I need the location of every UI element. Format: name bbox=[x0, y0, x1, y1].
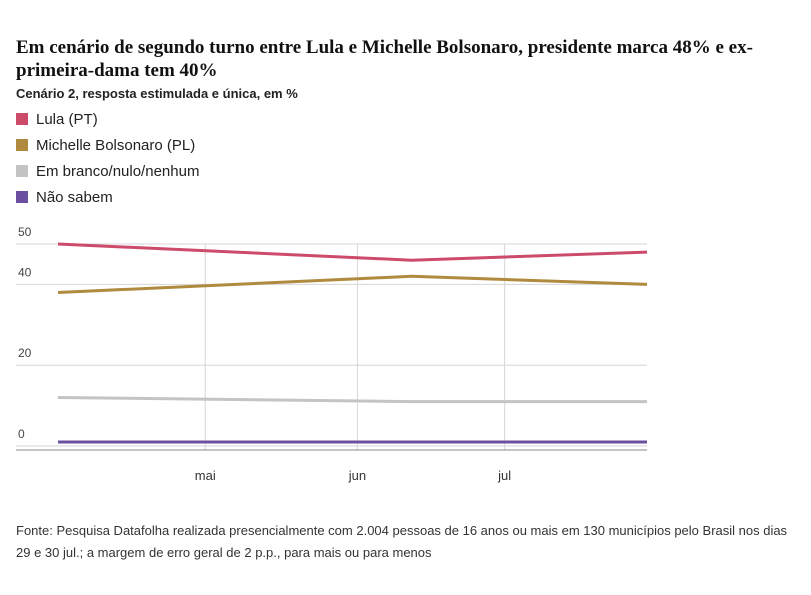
legend-item-nao-sabem: Não sabem bbox=[16, 184, 199, 210]
legend: Lula (PT) Michelle Bolsonaro (PL) Em bra… bbox=[16, 106, 199, 210]
chart-title: Em cenário de segundo turno entre Lula e… bbox=[16, 37, 753, 81]
legend-item-branco: Em branco/nulo/nenhum bbox=[16, 158, 199, 184]
legend-label-lula: Lula (PT) bbox=[36, 110, 98, 128]
legend-swatch-lula bbox=[16, 113, 28, 125]
legend-label-michelle: Michelle Bolsonaro (PL) bbox=[36, 136, 196, 154]
chart-subtitle: Cenário 2, resposta estimulada e única, … bbox=[16, 86, 298, 101]
x-tick-label: mai bbox=[195, 468, 216, 483]
y-tick-label: 50 bbox=[18, 225, 32, 239]
series-line-1 bbox=[57, 274, 648, 294]
legend-item-lula: Lula (PT) bbox=[16, 106, 199, 132]
legend-swatch-michelle bbox=[16, 139, 28, 151]
x-tick-label: jun bbox=[348, 468, 366, 483]
legend-item-michelle: Michelle Bolsonaro (PL) bbox=[16, 132, 199, 158]
legend-label-branco: Em branco/nulo/nenhum bbox=[36, 162, 200, 180]
legend-swatch-branco bbox=[16, 165, 28, 177]
series-line-2 bbox=[57, 396, 647, 404]
y-tick-label: 20 bbox=[18, 346, 32, 360]
line-chart: 0 20 40 50 mai jun jul bbox=[16, 225, 648, 483]
y-tick-label: 40 bbox=[18, 265, 32, 279]
source-note: Fonte: Pesquisa Datafolha realizada pres… bbox=[16, 523, 788, 560]
series-line-0 bbox=[57, 242, 648, 262]
legend-swatch-nao-sabem bbox=[16, 191, 28, 203]
y-tick-label: 0 bbox=[18, 427, 25, 441]
legend-label-nao-sabem: Não sabem bbox=[36, 188, 113, 206]
x-tick-label: jul bbox=[497, 468, 511, 483]
